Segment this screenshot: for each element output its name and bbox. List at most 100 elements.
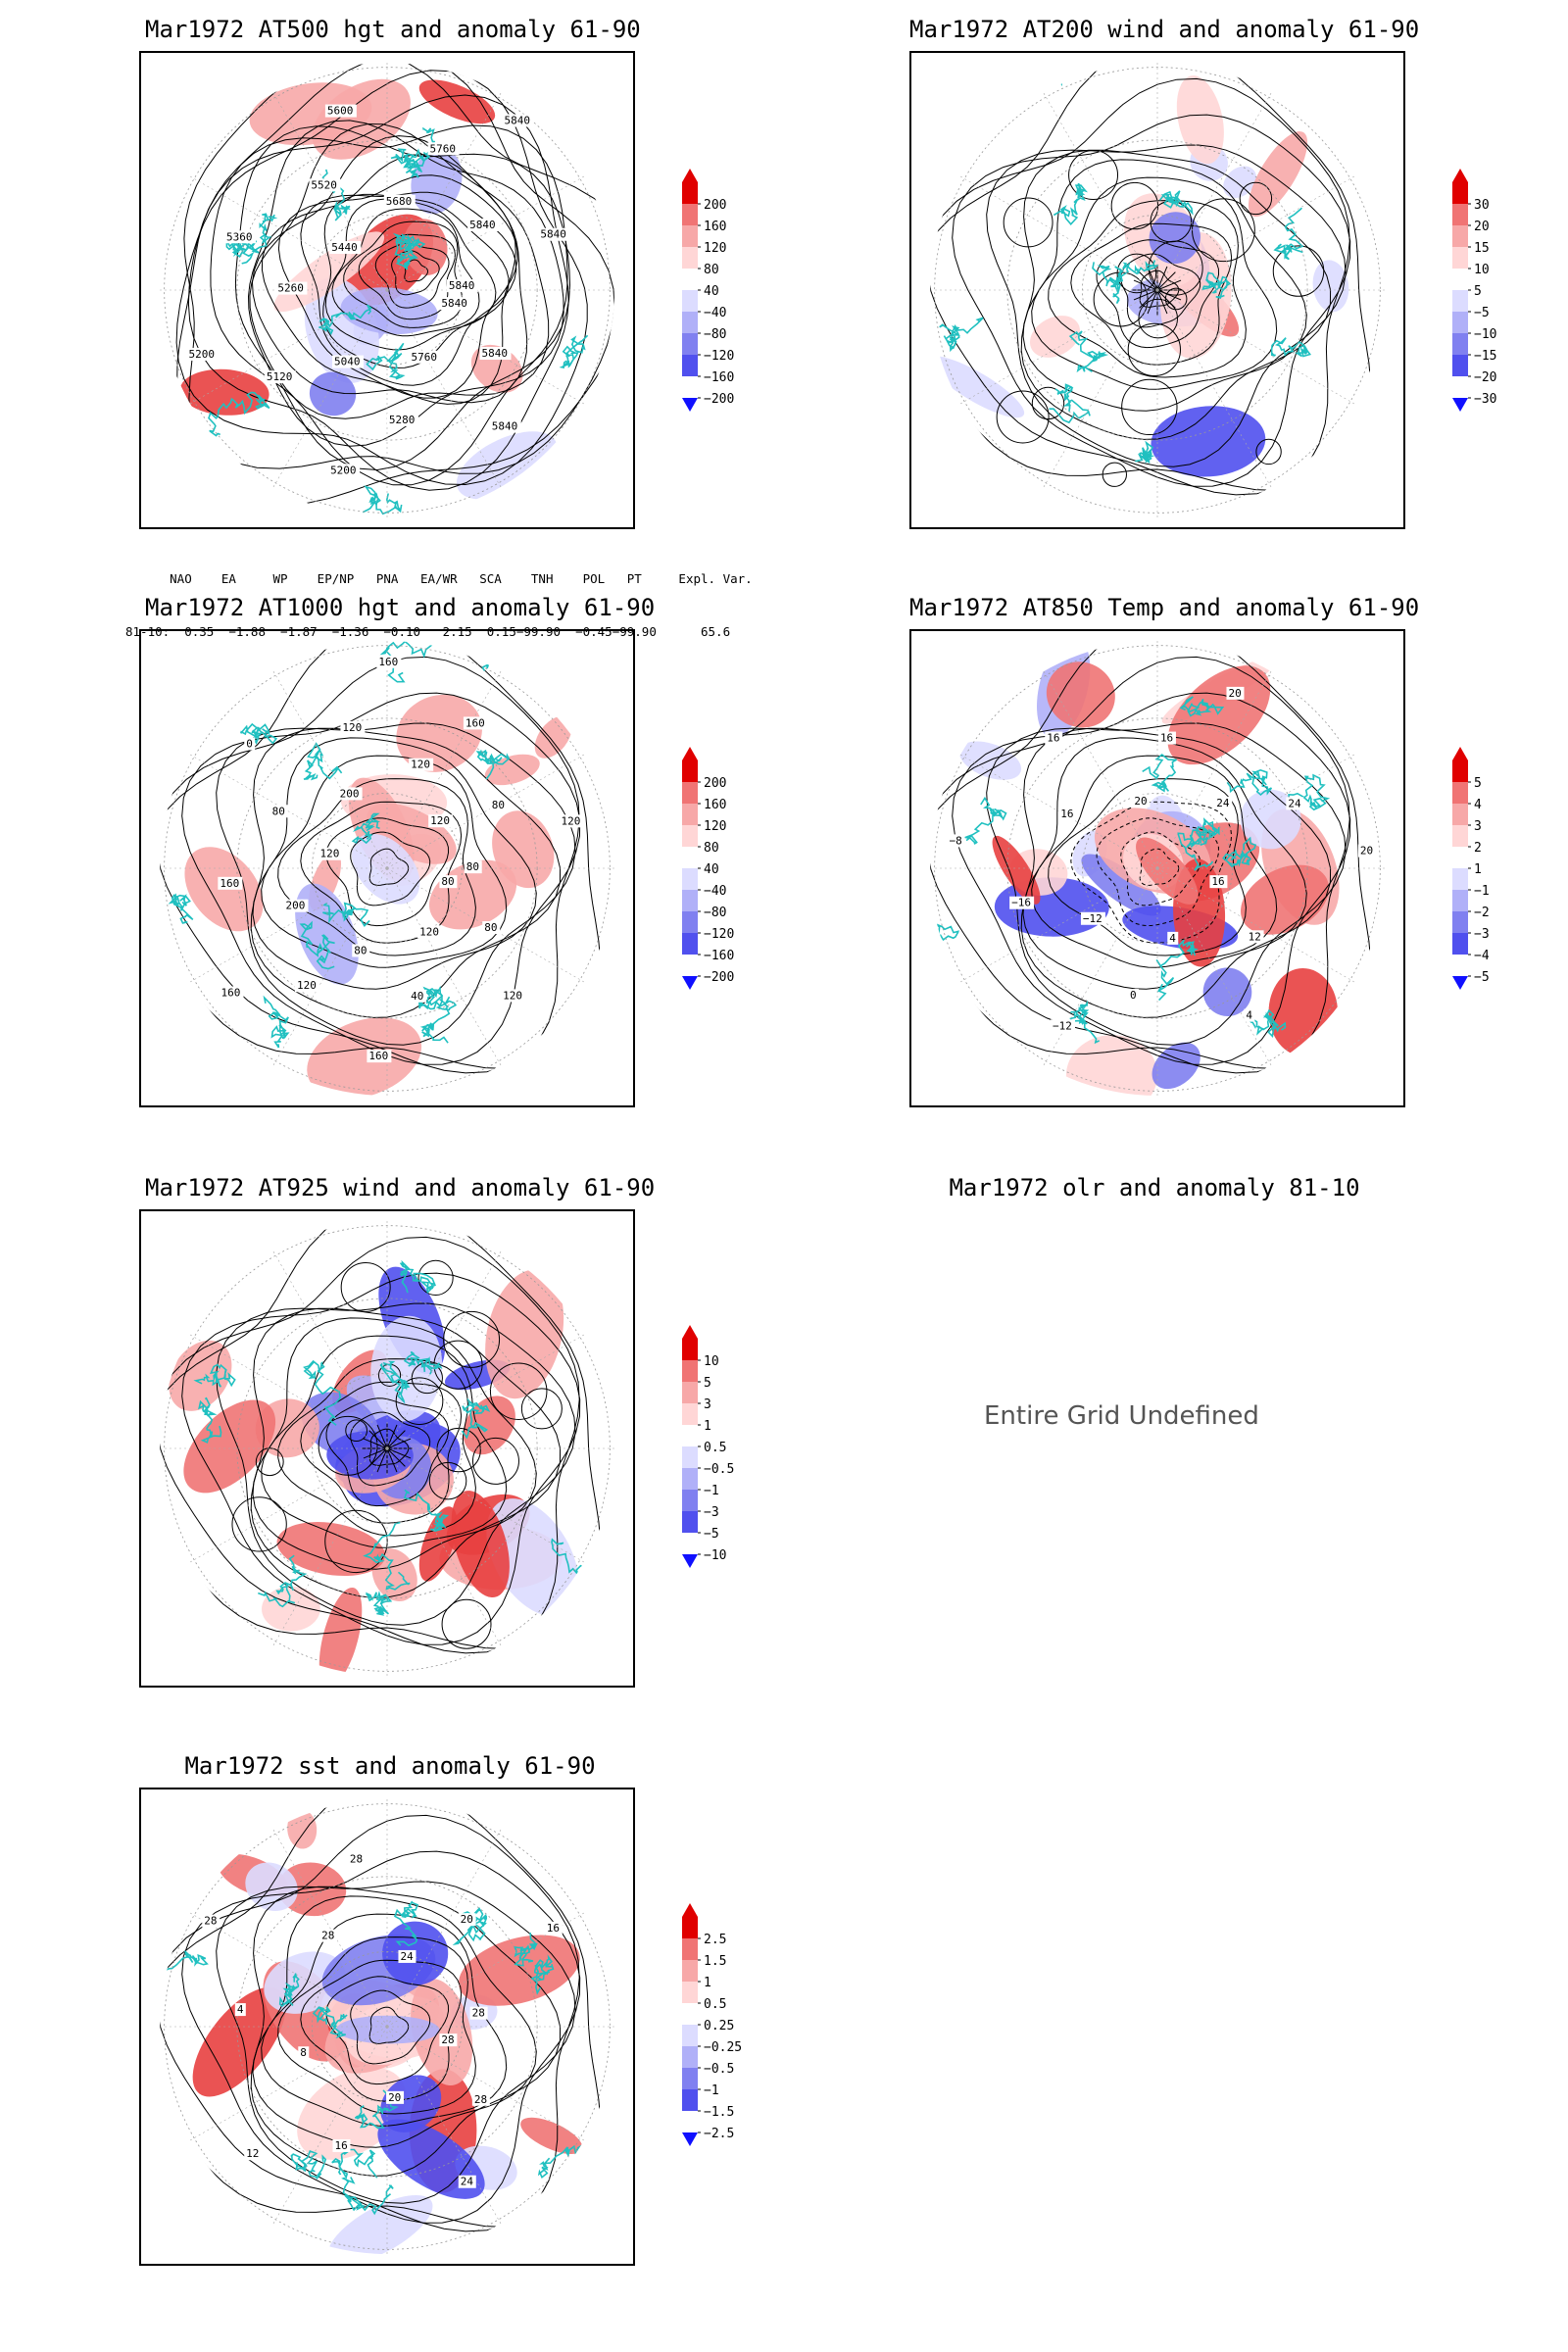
map-at925 bbox=[139, 1209, 635, 1688]
coastline bbox=[1196, 817, 1220, 846]
contour-label-bg bbox=[467, 219, 500, 232]
colorbar-bin bbox=[1452, 355, 1468, 376]
contour-label-bg bbox=[340, 720, 366, 734]
anomaly-shading bbox=[1029, 316, 1081, 358]
streamline bbox=[386, 1447, 412, 1459]
contour-line bbox=[358, 233, 456, 320]
colorbar-bin bbox=[1452, 804, 1468, 825]
streamline bbox=[1156, 289, 1182, 301]
contour-label: 5840 bbox=[441, 297, 467, 310]
anomaly-shading bbox=[1176, 75, 1224, 165]
contour-label-bg bbox=[329, 241, 362, 255]
colorbar-at925: 10 5 3 1 0.5 −0.5 −1 −3 −5 −10 bbox=[682, 1325, 734, 1568]
coastline bbox=[419, 996, 458, 1044]
contour-label-bg bbox=[439, 875, 458, 889]
contour-line bbox=[930, 63, 1372, 492]
colorbar-bin bbox=[682, 911, 698, 933]
meridian bbox=[272, 92, 388, 291]
meridian bbox=[959, 289, 1158, 405]
contour-label-bg bbox=[337, 787, 363, 801]
meridian bbox=[1043, 289, 1158, 488]
contour-label: 5440 bbox=[331, 241, 358, 254]
meridian bbox=[386, 289, 585, 405]
contour-label-bg bbox=[383, 194, 416, 208]
anomaly-shading bbox=[1248, 131, 1308, 218]
contour-label-bg bbox=[234, 2003, 246, 2017]
contour-label-bg bbox=[409, 758, 434, 771]
streamline bbox=[1147, 266, 1158, 291]
contour-label: 80 bbox=[441, 875, 454, 888]
contour-label-bg bbox=[275, 281, 308, 295]
contour-label: 5040 bbox=[334, 356, 361, 368]
colorbar-label: −2.5 bbox=[704, 2127, 734, 2141]
contour-line bbox=[277, 174, 518, 399]
colorbar-label: 160 bbox=[704, 798, 726, 812]
contour-label-bg bbox=[1127, 989, 1139, 1003]
colorbar-arrow-bottom bbox=[682, 2132, 698, 2146]
colorbar-label: −5 bbox=[704, 1527, 719, 1542]
coastline bbox=[939, 317, 984, 353]
colorbar-label: −2 bbox=[1474, 906, 1490, 920]
colorbar-label: 0.25 bbox=[704, 2019, 734, 2034]
colorbar-label: −0.5 bbox=[704, 2062, 734, 2077]
panel-title-at200: Mar1972 AT200 wind and anomaly 61-90 bbox=[909, 16, 1420, 43]
contour-label: 5680 bbox=[386, 195, 413, 208]
contour-label-bg bbox=[264, 370, 296, 384]
colorbar-arrow-bottom bbox=[1452, 398, 1468, 412]
streamline bbox=[345, 1419, 368, 1443]
colorbar-label: 1 bbox=[1474, 862, 1482, 877]
anomaly-shading bbox=[192, 1986, 286, 2097]
colorbar-at1000: 200 160 120 80 40 −40 −80 −120 −160 −200 bbox=[682, 747, 734, 990]
contour-label: −8 bbox=[950, 834, 962, 847]
meridian bbox=[272, 2026, 388, 2225]
streamline bbox=[1068, 150, 1119, 200]
contour-label: 20 bbox=[461, 1913, 473, 1926]
meridian bbox=[1156, 754, 1355, 869]
latitude-circle bbox=[164, 1803, 611, 2250]
colorbar-label: 1.5 bbox=[704, 1954, 726, 1969]
contour-line bbox=[350, 1989, 431, 2065]
contour-label-bg bbox=[947, 834, 965, 848]
contour-label-bg bbox=[1209, 875, 1228, 889]
meridian bbox=[189, 1912, 388, 2028]
coastline bbox=[1135, 440, 1155, 464]
colorbar-arrow-top bbox=[1452, 747, 1468, 760]
colorbar-bin bbox=[1452, 333, 1468, 355]
colorbar-label: 10 bbox=[1474, 263, 1490, 277]
contour-label-bg bbox=[409, 350, 441, 364]
colorbar-label: −10 bbox=[704, 1548, 726, 1563]
coastline bbox=[1288, 773, 1331, 811]
colorbar-label: −15 bbox=[1474, 349, 1496, 364]
colorbar-bin bbox=[682, 1960, 698, 1982]
contour-line bbox=[404, 259, 429, 282]
coastline bbox=[962, 796, 1007, 845]
panel-title-at1000: Mar1972 AT1000 hgt and anomaly 61-90 bbox=[145, 594, 656, 621]
anomaly-shading bbox=[377, 2119, 485, 2199]
coastline bbox=[198, 1396, 222, 1444]
coastline bbox=[258, 1554, 308, 1608]
anomaly-shading bbox=[1202, 967, 1252, 1016]
colorbar-bin bbox=[1452, 782, 1468, 804]
contour-label: 120 bbox=[320, 848, 340, 860]
streamline bbox=[1147, 289, 1158, 315]
contour-label-bg bbox=[409, 989, 427, 1003]
map-at200 bbox=[909, 51, 1405, 529]
streamline bbox=[376, 1424, 388, 1449]
colorbar-bin bbox=[682, 1511, 698, 1533]
coastline bbox=[559, 334, 589, 369]
meridian bbox=[1156, 289, 1355, 405]
contour-line bbox=[181, 1850, 581, 2224]
colorbar-label: −3 bbox=[1474, 927, 1490, 942]
contour-label: 40 bbox=[411, 990, 423, 1003]
contour-label-bg bbox=[244, 737, 256, 751]
streamline bbox=[255, 1447, 284, 1477]
contour-label: 20 bbox=[1134, 795, 1147, 808]
colorbar-arrow-top bbox=[682, 169, 698, 182]
coastline bbox=[355, 2089, 399, 2130]
coastline bbox=[403, 1489, 450, 1533]
colorbar-label: 5 bbox=[1474, 776, 1482, 791]
colorbar-bin bbox=[682, 2025, 698, 2046]
anomaly-shading bbox=[1136, 837, 1199, 905]
colorbar-label: 120 bbox=[704, 241, 726, 256]
streamline bbox=[489, 1362, 548, 1420]
